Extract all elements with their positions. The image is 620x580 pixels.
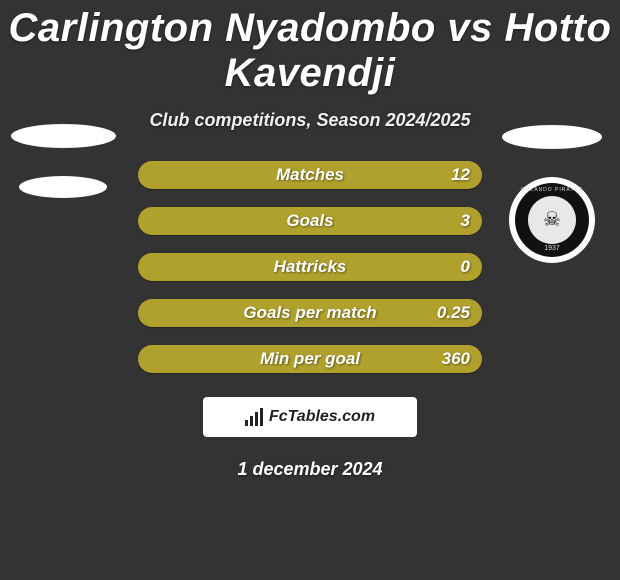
crest-bottom-text: 1937 <box>544 245 560 252</box>
stat-label: Goals per match <box>243 303 376 323</box>
right-team-badge-top <box>502 125 602 149</box>
brand-logo[interactable]: FcTables.com <box>203 397 417 437</box>
right-team-crest: ORLANDO PIRATES ☠ 1937 <box>502 176 602 264</box>
stat-right-value: 0.25 <box>437 303 470 323</box>
stat-right-value: 360 <box>442 349 470 369</box>
stat-label: Goals <box>286 211 333 231</box>
placeholder-ellipse-icon <box>502 125 602 149</box>
stat-right-value: 3 <box>461 211 470 231</box>
stat-label: Matches <box>276 165 344 185</box>
brand-pre: Fc <box>269 408 288 425</box>
stat-label: Min per goal <box>260 349 360 369</box>
stat-bar-matches: Matches 12 <box>138 161 482 189</box>
crest-outer-ring: ORLANDO PIRATES ☠ 1937 <box>509 177 595 263</box>
stat-bar-min-per-goal: Min per goal 360 <box>138 345 482 373</box>
crest-inner-face: ☠ <box>528 196 576 244</box>
bar-chart-icon <box>245 408 263 426</box>
page-title: Carlington Nyadombo vs Hotto Kavendji <box>0 0 620 96</box>
crest-mid-ring: ORLANDO PIRATES ☠ 1937 <box>515 183 589 257</box>
stat-label: Hattricks <box>274 257 347 277</box>
skull-crossbones-icon: ☠ <box>543 210 561 230</box>
stat-bar-hattricks: Hattricks 0 <box>138 253 482 281</box>
stat-bar-goals-per-match: Goals per match 0.25 <box>138 299 482 327</box>
crest-top-text: ORLANDO PIRATES <box>521 187 583 193</box>
stat-right-value: 0 <box>461 257 470 277</box>
footer-date: 1 december 2024 <box>0 459 620 480</box>
left-team-badges <box>8 124 118 198</box>
stat-bar-goals: Goals 3 <box>138 207 482 235</box>
brand-text: FcTables.com <box>269 408 375 426</box>
stat-right-value: 12 <box>451 165 470 185</box>
placeholder-ellipse-icon <box>19 176 107 198</box>
placeholder-ellipse-icon <box>11 124 116 148</box>
brand-post: Tables.com <box>288 408 375 425</box>
